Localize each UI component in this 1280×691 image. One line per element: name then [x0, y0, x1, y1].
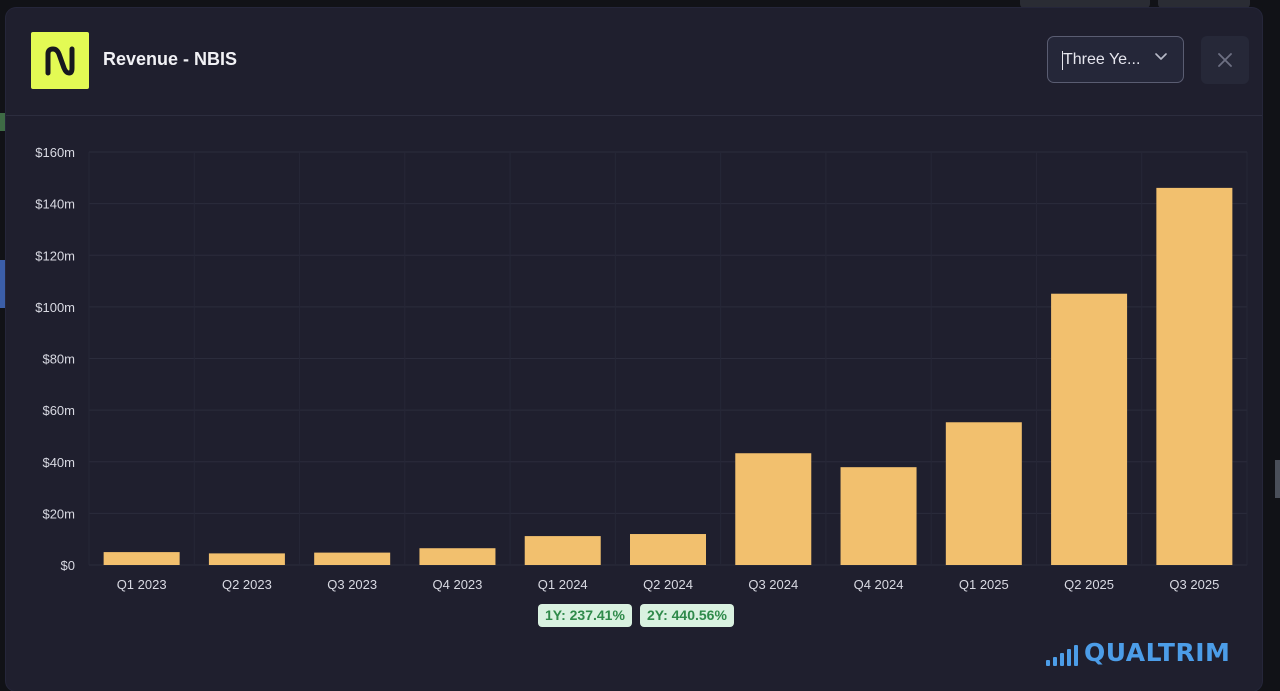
- close-button[interactable]: [1201, 36, 1249, 84]
- backdrop-accent: [0, 260, 5, 308]
- brand-name: QUALTRIM: [1084, 638, 1231, 667]
- close-icon: [1218, 53, 1232, 67]
- revenue-bar-chart: $0 $20m $40m $60m $80m $100m $120m $140m $160m Q…: [35, 145, 1248, 592]
- period-select-value: Three Ye...: [1063, 50, 1141, 68]
- x-tick-label: Q1 2023: [117, 577, 167, 592]
- bar-q2-2024[interactable]: [630, 534, 706, 565]
- company-logo: [31, 32, 89, 89]
- x-tick-label: Q1 2024: [538, 577, 588, 592]
- growth-2y-badge: 2Y: 440.56%: [640, 604, 734, 627]
- modal-header: Revenue - NBIS Three Ye...: [6, 8, 1262, 116]
- x-tick-label: Q2 2024: [643, 577, 693, 592]
- x-tick-label: Q1 2025: [959, 577, 1009, 592]
- backdrop-scroll: [1275, 460, 1280, 498]
- backdrop-accent: [0, 113, 5, 131]
- backdrop-chip: [1020, 0, 1150, 8]
- x-tick-label: Q3 2025: [1169, 577, 1219, 592]
- modal-title: Revenue - NBIS: [103, 49, 238, 69]
- y-tick-label: $40m: [42, 455, 75, 470]
- chevron-down-icon: [1155, 53, 1167, 60]
- x-axis-labels: Q1 2023 Q2 2023 Q3 2023 Q4 2023 Q1 2024 Q2 20…: [117, 577, 1220, 592]
- chart-bars: [103, 187, 1233, 565]
- nebius-logo-icon: [45, 46, 75, 75]
- y-tick-label: $0: [61, 558, 75, 573]
- y-tick-label: $140m: [35, 197, 75, 212]
- bar-q4-2024[interactable]: [840, 467, 917, 565]
- bar-q3-2025[interactable]: [1156, 187, 1233, 565]
- x-tick-label: Q3 2024: [748, 577, 798, 592]
- bar-chart-icon: [1046, 645, 1078, 666]
- bar-q2-2023[interactable]: [208, 553, 285, 565]
- bar-q1-2024[interactable]: [524, 536, 601, 565]
- y-tick-label: $120m: [35, 248, 75, 263]
- bar-q3-2024[interactable]: [735, 453, 812, 565]
- bar-q4-2023[interactable]: [419, 548, 496, 565]
- bar-q1-2023[interactable]: [103, 552, 180, 565]
- y-axis-labels: $0 $20m $40m $60m $80m $100m $120m $140m $160m: [35, 145, 75, 573]
- x-tick-label: Q4 2023: [433, 577, 483, 592]
- y-tick-label: $160m: [35, 145, 75, 160]
- bar-q2-2025[interactable]: [1051, 293, 1128, 565]
- y-tick-label: $80m: [42, 352, 75, 367]
- y-tick-label: $60m: [42, 403, 75, 418]
- brand-watermark: QUALTRIM: [1046, 636, 1230, 666]
- x-tick-label: Q3 2023: [327, 577, 377, 592]
- bar-q3-2023[interactable]: [314, 552, 391, 565]
- x-tick-label: Q4 2024: [854, 577, 904, 592]
- y-tick-label: $100m: [35, 300, 75, 315]
- y-tick-label: $20m: [42, 506, 75, 521]
- revenue-modal: Revenue - NBIS Three Ye... $0 $20m $40m $60…: [6, 8, 1262, 691]
- bar-q1-2025[interactable]: [945, 422, 1022, 565]
- x-tick-label: Q2 2025: [1064, 577, 1114, 592]
- text-caret: [1062, 51, 1063, 70]
- x-tick-label: Q2 2023: [222, 577, 272, 592]
- backdrop-chip: [1158, 0, 1250, 8]
- growth-1y-badge: 1Y: 237.41%: [538, 604, 632, 627]
- period-select[interactable]: Three Ye...: [1047, 36, 1184, 83]
